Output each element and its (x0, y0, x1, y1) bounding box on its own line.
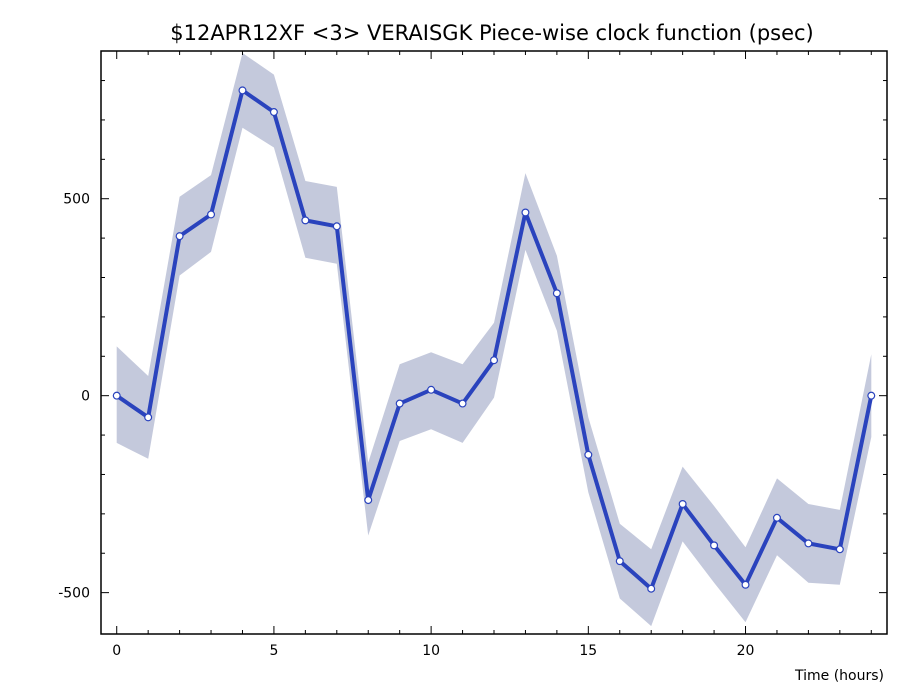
data-point (112, 391, 121, 400)
data-point (521, 208, 530, 217)
x-tick-label: 10 (422, 643, 440, 659)
data-point (772, 513, 781, 522)
error-band-layer (116, 53, 872, 627)
y-tick-label: -500 (58, 586, 90, 602)
data-point (867, 391, 876, 400)
data-point (710, 541, 719, 550)
y-tick-label: 500 (63, 192, 90, 208)
data-point (301, 216, 310, 225)
chart-title: $12APR12XF <3> VERAISGK Piece-wise clock… (170, 21, 814, 45)
data-point (175, 232, 184, 241)
data-point (647, 584, 656, 593)
x-tick-label: 15 (579, 643, 597, 659)
y-tick-label: 0 (81, 389, 90, 405)
data-point (332, 222, 341, 231)
data-point (427, 385, 436, 394)
data-point (269, 108, 278, 117)
x-tick-label: 0 (112, 643, 121, 659)
x-tick-label: 20 (737, 643, 755, 659)
data-point (364, 496, 373, 505)
data-point (490, 356, 499, 365)
error-band (116, 53, 872, 627)
data-point (144, 413, 153, 422)
data-point (615, 557, 624, 566)
data-point (458, 399, 467, 408)
data-point (207, 210, 216, 219)
data-point (584, 450, 593, 459)
data-point (395, 399, 404, 408)
data-point (804, 539, 813, 548)
y-tick-labels: -500 0 500 (58, 192, 90, 602)
x-tick-labels: 0 5 10 15 20 (112, 643, 754, 659)
data-point (238, 86, 247, 95)
x-axis-title: Time (hours) (794, 668, 884, 684)
data-point (678, 500, 687, 509)
data-point (835, 545, 844, 554)
data-point (741, 580, 750, 589)
x-tick-label: 5 (269, 643, 278, 659)
marker-layer (112, 86, 876, 593)
tick-layer (101, 51, 887, 634)
data-point (552, 289, 561, 298)
